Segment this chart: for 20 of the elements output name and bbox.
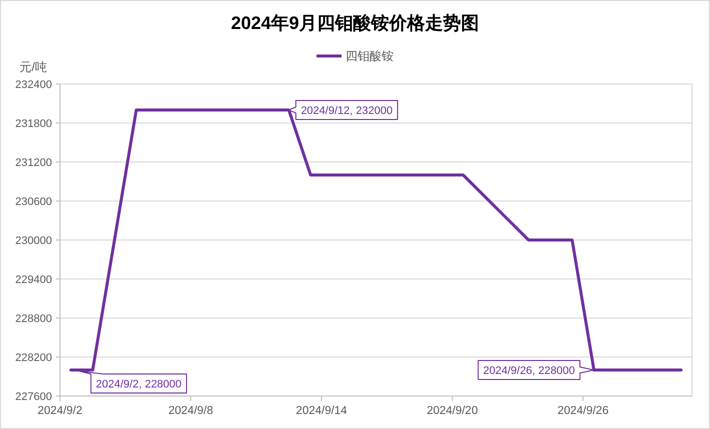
x-tick-label: 2024/9/2: [38, 405, 82, 417]
y-tick-label: 229400: [15, 274, 52, 286]
x-tick-label: 2024/9/8: [168, 405, 214, 417]
y-tick-label: 230000: [15, 234, 52, 247]
y-tick-label: 231800: [15, 118, 52, 130]
y-axis-title: 元/吨: [20, 60, 47, 74]
legend-label: 四钼酸铵: [346, 49, 394, 64]
y-tick-label: 230600: [15, 196, 52, 208]
x-tick-label: 2024/9/26: [557, 405, 609, 417]
y-tick-label: 228200: [15, 352, 52, 364]
annotation: 2024/9/26, 228000: [483, 364, 575, 377]
x-tick-label: 2024/9/20: [426, 405, 478, 417]
y-tick-label: 232400: [15, 78, 52, 91]
annotation: 2024/9/2, 228000: [96, 378, 182, 390]
y-tick-label: 227600: [15, 390, 52, 403]
annotation: 2024/9/12, 232000: [300, 104, 393, 117]
chart-title: 2024年9月四钼酸铵价格走势图: [230, 13, 480, 33]
y-tick-label: 231200: [15, 156, 52, 169]
x-tick-label: 2024/9/14: [296, 405, 348, 417]
y-tick-label: 228800: [15, 312, 52, 325]
